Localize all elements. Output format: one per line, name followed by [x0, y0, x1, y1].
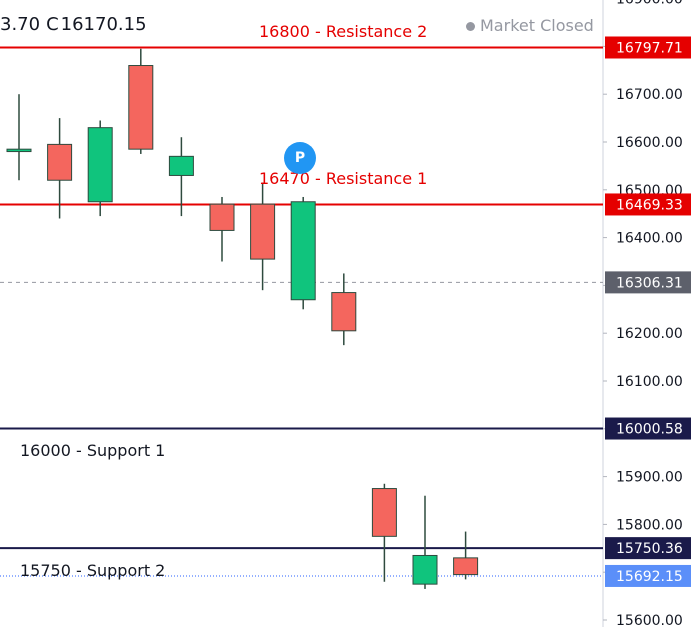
- candle: [168, 137, 194, 217]
- resistance1-price-tag-box: [605, 193, 691, 216]
- y-tick-label: 15600.00: [616, 613, 683, 627]
- current-price-tag-text: 15692.15: [616, 569, 683, 585]
- candle-body: [87, 127, 113, 203]
- support-2-label: 15750 - Support 2: [20, 561, 166, 580]
- candle-body: [47, 143, 73, 181]
- candle-body: [412, 554, 438, 585]
- candle-body: [6, 148, 32, 153]
- candle-body: [371, 488, 397, 537]
- candle-body: [209, 203, 235, 231]
- candle-body: [168, 155, 194, 176]
- close-value: 16170.15: [60, 14, 147, 35]
- support1-price-tag-box: [605, 417, 691, 440]
- market-status-text: Market Closed: [480, 16, 594, 35]
- candle-body: [250, 203, 276, 260]
- status-dot-icon: [466, 22, 475, 31]
- y-tick-label: 15800.00: [616, 517, 683, 533]
- y-tick-label: 16900.00: [616, 0, 683, 8]
- support-1-label: 16000 - Support 1: [20, 441, 166, 460]
- support2-price-tag-text: 15750.36: [616, 541, 683, 557]
- resistance2-price-tag-box: [605, 36, 691, 59]
- candle-body: [128, 65, 154, 150]
- candle: [412, 495, 438, 589]
- candle-body: [331, 292, 357, 332]
- candle: [6, 94, 32, 181]
- candle: [453, 531, 479, 580]
- last-price-tag-box: [605, 271, 691, 294]
- candle: [250, 182, 276, 291]
- ohlc-partial-value: 3.70: [0, 14, 41, 35]
- candle: [331, 273, 357, 346]
- candle: [209, 196, 235, 262]
- current-price-tag-box: [605, 564, 691, 587]
- y-tick-label: 16100.00: [616, 374, 683, 390]
- y-tick-label: 16600.00: [616, 135, 683, 151]
- resistance2-price-tag-text: 16797.71: [616, 40, 683, 56]
- candle: [47, 118, 73, 219]
- resistance-1-label: 16470 - Resistance 1: [259, 169, 428, 188]
- y-tick-label: 16400.00: [616, 231, 683, 247]
- candle-body: [453, 557, 479, 576]
- support2-price-tag-box: [605, 537, 691, 560]
- candle: [87, 120, 113, 217]
- last-price-tag-text: 16306.31: [616, 275, 683, 291]
- close-label: C: [46, 14, 59, 35]
- support1-price-tag-text: 16000.58: [616, 422, 683, 438]
- candle: [128, 48, 154, 154]
- market-status: Market Closed: [466, 16, 594, 35]
- candle: [290, 196, 316, 310]
- candle-body: [290, 201, 316, 301]
- resistance-2-label: 16800 - Resistance 2: [259, 22, 428, 41]
- candle: [371, 483, 397, 582]
- y-tick-label: 15900.00: [616, 470, 683, 486]
- ohlc-readout: 3.70 C 16170.15: [0, 14, 153, 35]
- y-tick-label: 16700.00: [616, 87, 683, 103]
- y-tick-label: 16200.00: [616, 326, 683, 342]
- resistance1-price-tag-text: 16469.33: [616, 197, 683, 213]
- p-marker-icon[interactable]: P: [284, 142, 316, 174]
